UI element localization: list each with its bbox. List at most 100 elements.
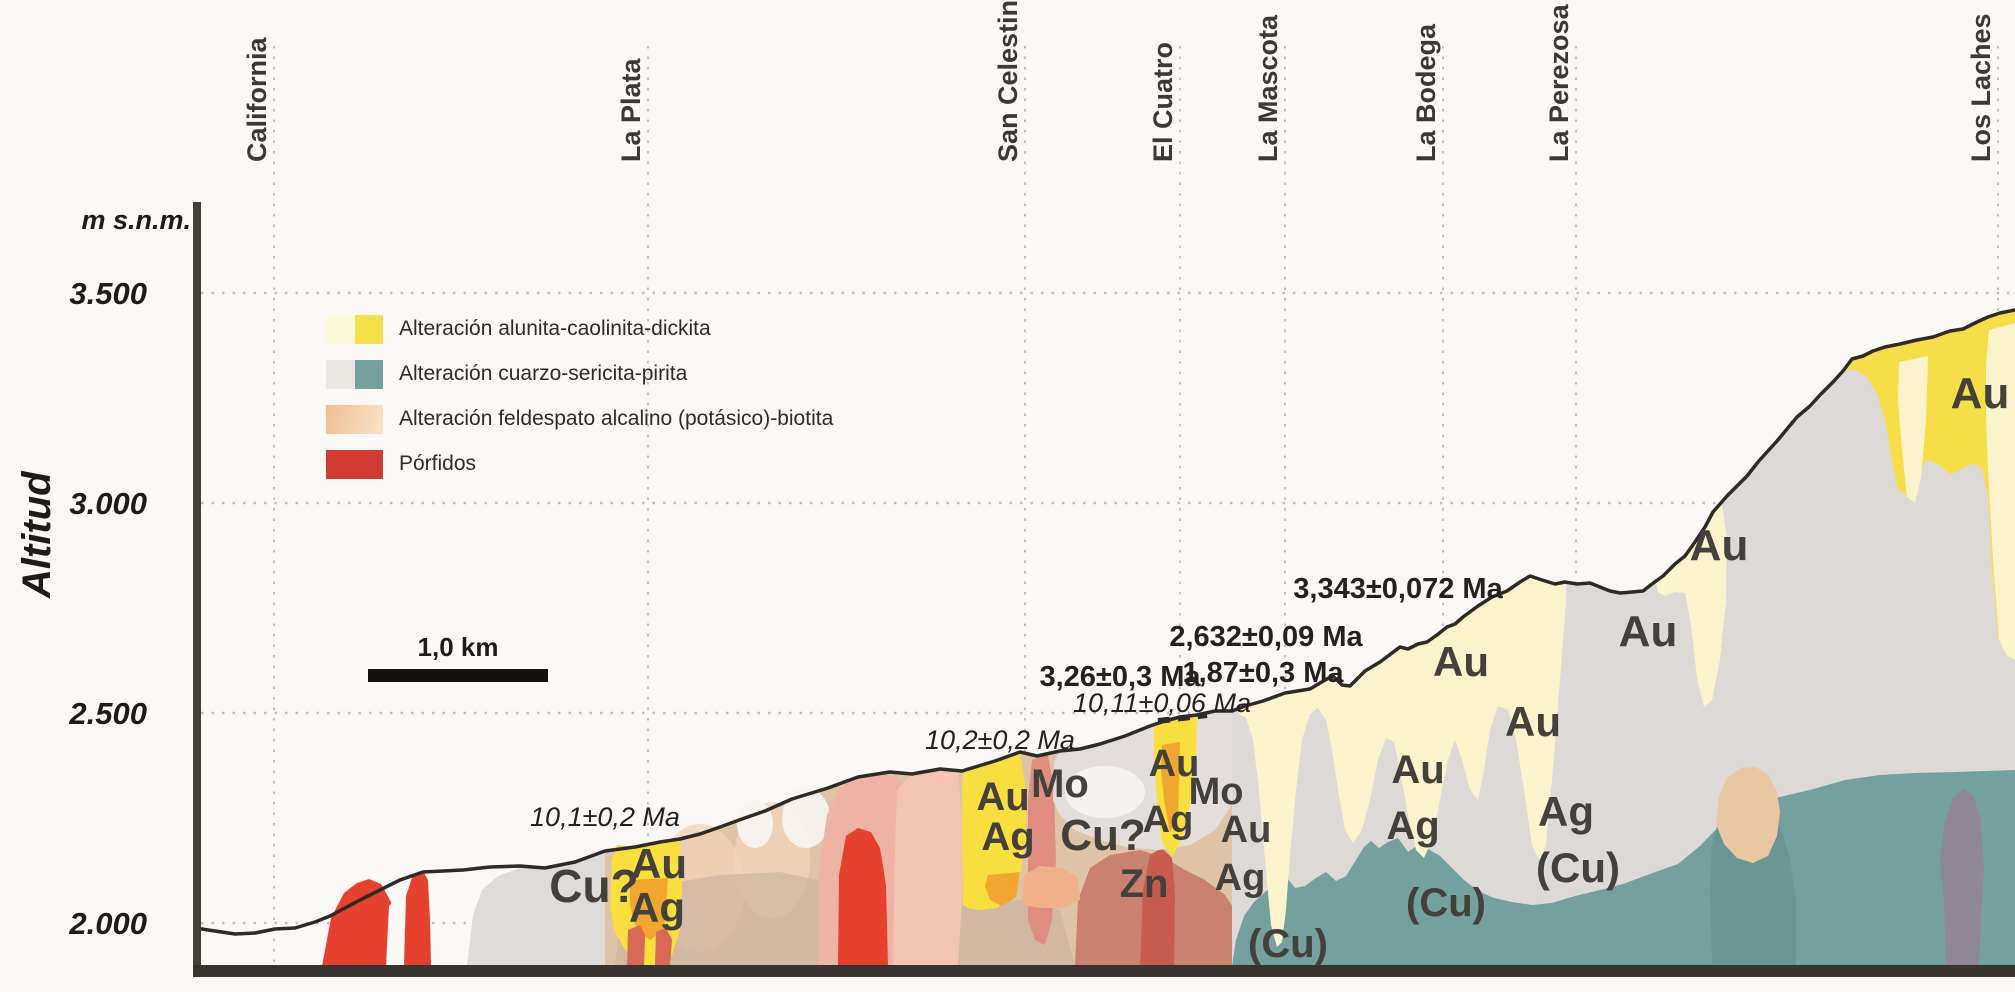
legend-swatch-half (326, 359, 355, 389)
y-tick-label: 2.500 (68, 696, 147, 731)
axis-layer (193, 202, 2015, 977)
legend-swatch-icon (326, 359, 383, 389)
california-red-porphyry-1 (322, 879, 398, 966)
geology-layer (322, 310, 2015, 966)
site-label-california: California (242, 36, 272, 162)
age-label: 1,87±0,3 Ma (1182, 657, 1344, 689)
mineral-label-au: Au (1433, 638, 1489, 685)
san-celestino-red-porphyry (838, 828, 888, 966)
los-laches-yellow-cap (1845, 310, 2015, 655)
site-label-la-perezosa: La Perezosa (1544, 3, 1574, 162)
peach-blob-small (1022, 866, 1080, 908)
california-red-porphyry-2 (404, 871, 431, 966)
mineral-label-au: Au (1221, 809, 1272, 851)
x-axis-line (193, 965, 2015, 977)
mineral-label-ag: Ag (1143, 799, 1194, 841)
mineral-label-cu: Cu? (1060, 811, 1146, 860)
legend-swatch-icon (326, 314, 383, 344)
mineral-label-au: Au (631, 840, 687, 887)
fault-dashed-segment (1157, 712, 1208, 724)
age-label: 3,26±0,3 Ma (1039, 661, 1201, 693)
el-cuatro-orange-core (1161, 742, 1180, 832)
terrain-layer (193, 308, 2015, 936)
alteration-legend: Alteración alunita-caolinita-dickita Alte… (326, 314, 833, 479)
scale-bar: 1,0 km (368, 632, 548, 682)
perezosa-cream-sliver (1656, 504, 1727, 707)
mineral-label-au: Au (1951, 369, 2010, 418)
white-blob-1 (737, 800, 773, 848)
white-blob-2 (782, 788, 830, 848)
san-celestino-orange-core (985, 872, 1020, 906)
cream-band-and-veins (1238, 576, 1566, 947)
mineral-label-au: Au (1690, 521, 1749, 570)
label-layer: 3.500 3.000 2.500 2.000 m s.n.m. Altitud Calif… (15, 0, 2009, 966)
mineral-label-cu: Cu? (549, 860, 638, 912)
scale-bar-rule (368, 669, 548, 682)
y-tick-label: 3.500 (69, 276, 147, 311)
la-plata-orange-core (630, 878, 668, 940)
age-label: 2,632±0,09 Ma (1169, 621, 1363, 653)
mineral-label-au: Au (1505, 698, 1561, 745)
legend-row: Alteración alunita-caolinita-dickita (326, 314, 833, 344)
y-tick-label: 2.000 (68, 906, 147, 941)
y-axis-line (193, 202, 201, 972)
legend-label: Alteración feldespato alcalino (potásico… (399, 407, 834, 430)
mineral-label-ag: Ag (1386, 804, 1439, 848)
mineral-label-mo: Mo (1189, 771, 1244, 813)
age-label: 10,11±0,06 Ma (1073, 688, 1251, 718)
legend-swatch-icon (326, 404, 383, 434)
terrain-surface-line (193, 308, 2015, 936)
site-label-la-mascota: La Mascota (1253, 14, 1283, 162)
dark-gray-column (1940, 789, 1984, 966)
la-plata-red-streak-1 (627, 925, 645, 966)
mineral-label-au: Au (1619, 607, 1678, 656)
mineral-label-au: Au (976, 775, 1029, 819)
cream-tongue-1 (1898, 356, 1928, 503)
y-axis-unit-label: m s.n.m. (81, 205, 191, 235)
mineral-label-cu: (Cu) (1406, 881, 1486, 925)
age-label: 10,1±0,2 Ma (530, 802, 680, 832)
age-label: 3,343±0,072 Ma (1293, 573, 1503, 605)
california-white-notch (386, 898, 405, 966)
legend-swatch-icon (326, 449, 383, 479)
legend-row: Pórfidos (326, 449, 833, 479)
legend-swatch-half (354, 359, 383, 389)
site-label-san-celestino: San Celestino (993, 0, 1023, 162)
la-plata-red-streak-2 (655, 928, 672, 966)
mineral-label-zn: Zn (1120, 862, 1169, 906)
gray-mound-la-plata (467, 851, 618, 966)
mineral-label-ag: Ag (629, 884, 685, 931)
legend-label: Alteración cuarzo-sericita-pirita (399, 362, 688, 385)
y-tick-label: 3.000 (69, 486, 147, 521)
mineral-label-au: Au (1391, 748, 1444, 792)
mineral-label-au: Au (1149, 743, 1200, 785)
cream-tongue-2 (1986, 323, 2015, 660)
mineral-label-mo: Mo (1031, 762, 1089, 806)
mineral-label-ag: Ag (1215, 857, 1266, 899)
legend-row: Alteración cuarzo-sericita-pirita (326, 359, 833, 389)
site-label-los-laches: Los Laches (1966, 13, 1996, 162)
mineral-label-cu: (Cu) (1536, 844, 1620, 891)
mineral-label-cu: (Cu) (1248, 922, 1328, 966)
san-celestino-yellow-vein (962, 752, 1026, 910)
age-label: 10,2±0,2 Ma (925, 725, 1075, 755)
salmon-light-column (893, 769, 962, 966)
legend-label: Alteración alunita-caolinita-dickita (399, 317, 711, 340)
peach-mound (1716, 767, 1780, 863)
white-patch-upper (1065, 766, 1145, 818)
y-axis-title: Altitud (15, 470, 59, 599)
legend-swatch-half (354, 314, 383, 344)
site-label-la-bodega: La Bodega (1411, 23, 1441, 162)
site-label-la-plata: La Plata (616, 57, 646, 162)
mineral-label-ag: Ag (1538, 788, 1594, 835)
legend-label: Pórfidos (399, 452, 477, 475)
legend-swatch-half (326, 314, 355, 344)
el-cuatro-red-dike (1140, 848, 1175, 966)
mineral-label-ag: Ag (981, 815, 1034, 859)
scale-bar-label: 1,0 km (417, 632, 499, 662)
site-label-el-cuatro: El Cuatro (1148, 42, 1178, 162)
teal-zone (1232, 770, 2015, 966)
legend-row: Alteración feldespato alcalino (potásico… (326, 404, 833, 434)
